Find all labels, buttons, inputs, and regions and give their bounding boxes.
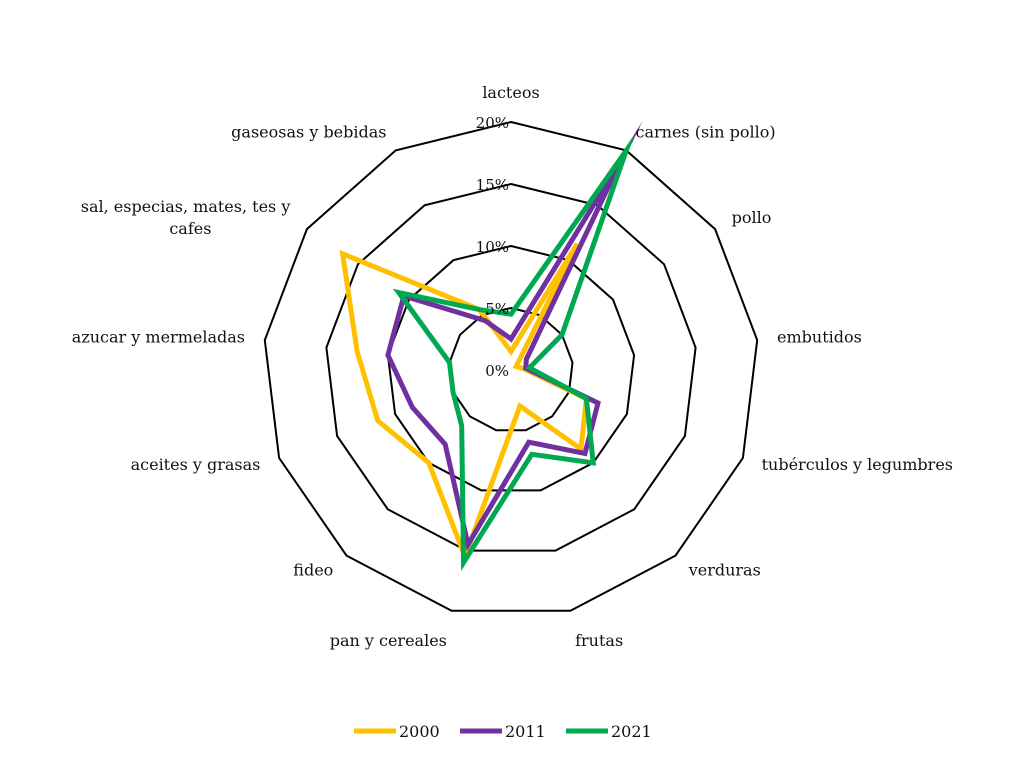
grid-ring-5 (448, 306, 574, 432)
tick-label: 5% (485, 300, 509, 318)
tick-label: 20% (476, 114, 509, 132)
category-label-line: aceites y grasas (131, 455, 261, 474)
category-label: aceites y grasas (131, 455, 261, 474)
category-label: pollo (732, 208, 772, 227)
category-label-line: frutas (575, 631, 623, 650)
category-label: carnes (sin pollo) (636, 123, 776, 142)
series-line-2011 (385, 120, 643, 552)
series-line-2021 (392, 134, 635, 572)
category-label-line: pan y cereales (330, 631, 447, 650)
category-label: frutas (575, 631, 623, 650)
category-label-line: pollo (732, 208, 772, 227)
category-label-line: lacteos (482, 83, 539, 102)
grid-ring-20 (263, 120, 759, 612)
category-label-line: verduras (688, 561, 761, 580)
tick-label: 0% (485, 362, 509, 380)
category-label: embutidos (777, 328, 862, 347)
category-label: pan y cereales (330, 631, 447, 650)
category-labels: lacteos carnes (sin pollo) pollo embutidos t… (72, 83, 953, 650)
tick-label: 10% (476, 238, 509, 256)
legend-label-2000: 2000 (399, 722, 440, 741)
category-label: sal, especias, mates, tes y cafes (81, 197, 291, 238)
category-label-line: fideo (293, 561, 333, 580)
category-label: lacteos (482, 83, 539, 102)
category-label-line: gaseosas y bebidas (231, 123, 386, 142)
radar-series (339, 120, 643, 572)
category-label: fideo (293, 561, 333, 580)
radar-grid (263, 120, 759, 612)
tick-label: 15% (476, 176, 509, 194)
category-label-line: embutidos (777, 328, 862, 347)
legend: 2000 2011 2021 (354, 722, 652, 741)
category-label-line: cafes (169, 219, 211, 238)
grid-ring-15 (325, 182, 697, 552)
category-label: verduras (688, 561, 761, 580)
category-label-line: azucar y mermeladas (72, 328, 245, 347)
category-label-line: tubérculos y legumbres (762, 455, 953, 474)
grid-ring-10 (386, 244, 636, 492)
series-line-2000 (339, 242, 590, 564)
category-label-line: sal, especias, mates, tes y (81, 197, 291, 216)
legend-label-2011: 2011 (505, 722, 546, 741)
radial-tick-labels: 0% 5% 10% 15% 20% (476, 114, 509, 380)
category-label-line: carnes (sin pollo) (636, 123, 776, 142)
category-label: tubérculos y legumbres (762, 455, 953, 474)
category-label: gaseosas y bebidas (231, 123, 386, 142)
category-label: azucar y mermeladas (72, 328, 245, 347)
legend-label-2021: 2021 (611, 722, 652, 741)
